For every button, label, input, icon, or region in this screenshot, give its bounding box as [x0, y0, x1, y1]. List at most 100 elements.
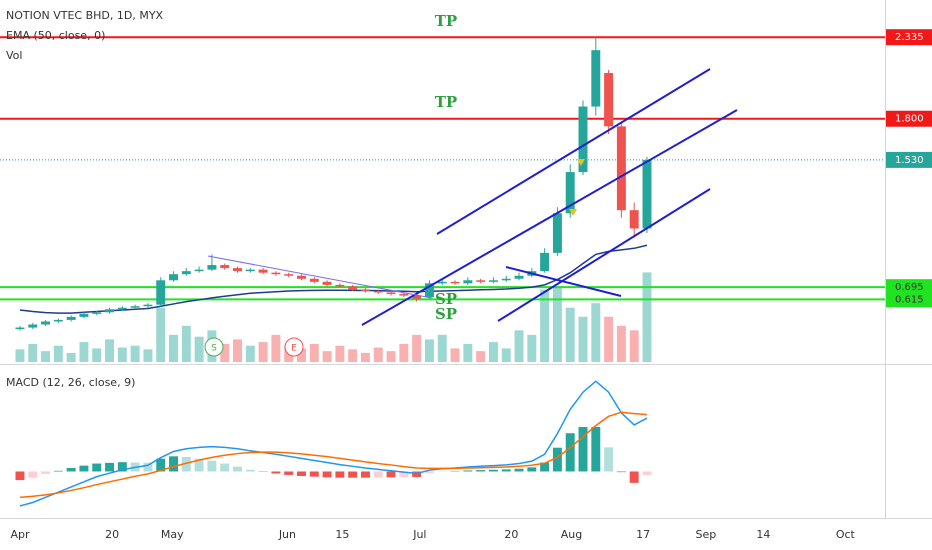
volume-bar: [271, 334, 281, 362]
volume-bar: [642, 272, 652, 362]
volume-bar: [501, 348, 511, 362]
volume-bar: [399, 343, 409, 362]
x-tick-label: 20: [105, 528, 119, 541]
channel-line: [436, 68, 711, 235]
candle-body: [373, 290, 383, 293]
volume-bar: [514, 330, 524, 362]
volume-bar: [245, 345, 255, 362]
candle-body: [92, 312, 102, 314]
volume-bar: [297, 348, 306, 362]
volume-bar: [540, 289, 550, 362]
event-circle: [204, 337, 224, 357]
candle-body: [66, 316, 76, 320]
volume-bar: [92, 348, 102, 362]
candle-body: [271, 272, 281, 275]
histogram-bar: [233, 466, 242, 472]
candle-body: [540, 252, 550, 272]
histogram-bar: [591, 427, 601, 472]
volume-bar: [604, 316, 614, 362]
volume-bar: [105, 339, 115, 362]
volume-bar: [15, 349, 25, 362]
histogram-bar: [117, 462, 127, 472]
candle-body: [552, 213, 562, 253]
plot: [0, 36, 885, 507]
histogram-bar: [220, 463, 230, 472]
histogram-bar: [527, 467, 537, 472]
level-label: 0.695: [895, 282, 924, 293]
volume-bar: [437, 334, 447, 362]
x-tick-label: 20: [504, 528, 518, 541]
x-tick-label: May: [161, 528, 184, 541]
candle-body: [501, 278, 511, 281]
macd-line: [19, 411, 648, 499]
annotation: TP: [435, 93, 457, 111]
volume-bar: [565, 307, 575, 362]
volume-bar: [386, 351, 396, 362]
volume-bar: [527, 334, 537, 362]
histogram-bar: [271, 471, 281, 474]
level-label: 1.800: [895, 114, 924, 125]
volume-bar: [335, 345, 345, 362]
candle-body: [194, 269, 204, 272]
candle-body: [399, 294, 409, 296]
candle-body: [642, 159, 652, 229]
histogram-bar: [335, 471, 345, 478]
candle-body: [297, 275, 306, 279]
candle-body: [437, 281, 447, 284]
histogram-bar: [578, 427, 588, 472]
histogram-bar: [66, 468, 76, 472]
volume-bar: [143, 349, 153, 362]
candle-body: [578, 106, 588, 173]
volume-bar: [373, 347, 383, 362]
histogram-bar: [322, 471, 332, 478]
candle-body: [348, 286, 358, 290]
histogram-bar: [552, 447, 562, 472]
candle-body: [245, 269, 255, 272]
level-label: 1.530: [895, 155, 924, 166]
histogram-bar: [565, 433, 575, 472]
candle-body: [463, 280, 473, 284]
volume-bar: [578, 316, 588, 362]
histogram-bar: [53, 470, 63, 472]
candle-body: [233, 268, 242, 272]
volume-bar: [258, 342, 268, 362]
histogram-bar: [399, 471, 409, 477]
trend-line: [505, 266, 622, 297]
volume-bar: [450, 348, 460, 362]
candle-body: [156, 280, 166, 305]
candle-body: [28, 324, 38, 328]
x-tick-label: Aug: [561, 528, 582, 541]
candle-body: [41, 321, 51, 325]
histogram-bar: [348, 471, 358, 478]
candle-body: [117, 307, 127, 310]
trend-line: [207, 255, 433, 299]
histogram-bar: [207, 460, 217, 472]
candle-body: [322, 281, 332, 285]
candle-body: [604, 73, 614, 127]
x-tick-label: 14: [756, 528, 770, 541]
volume-bar: [66, 352, 76, 362]
x-tick-label: Sep: [695, 528, 716, 541]
histogram-bar: [514, 468, 524, 472]
volume-bar: [309, 343, 319, 362]
candle-body: [412, 295, 422, 299]
histogram-bar: [616, 471, 626, 473]
event-label: S: [211, 344, 217, 354]
histogram-bar: [169, 456, 178, 472]
candle-body: [258, 269, 268, 273]
indicator-label: MACD (12, 26, close, 9): [6, 376, 135, 389]
annotation: SP: [435, 305, 457, 323]
volume-bar: [591, 303, 601, 362]
candle-body: [207, 265, 217, 270]
candle-body: [284, 274, 294, 276]
histogram-bar: [386, 471, 396, 478]
histogram-bar: [488, 469, 498, 472]
candle-body: [476, 280, 486, 282]
candle-body: [565, 172, 575, 214]
chart-title: NOTION VTEC BHD, 1D, MYX: [6, 9, 164, 22]
volume-bar: [322, 351, 332, 362]
candle-body: [591, 50, 601, 107]
event-label: E: [291, 344, 297, 354]
